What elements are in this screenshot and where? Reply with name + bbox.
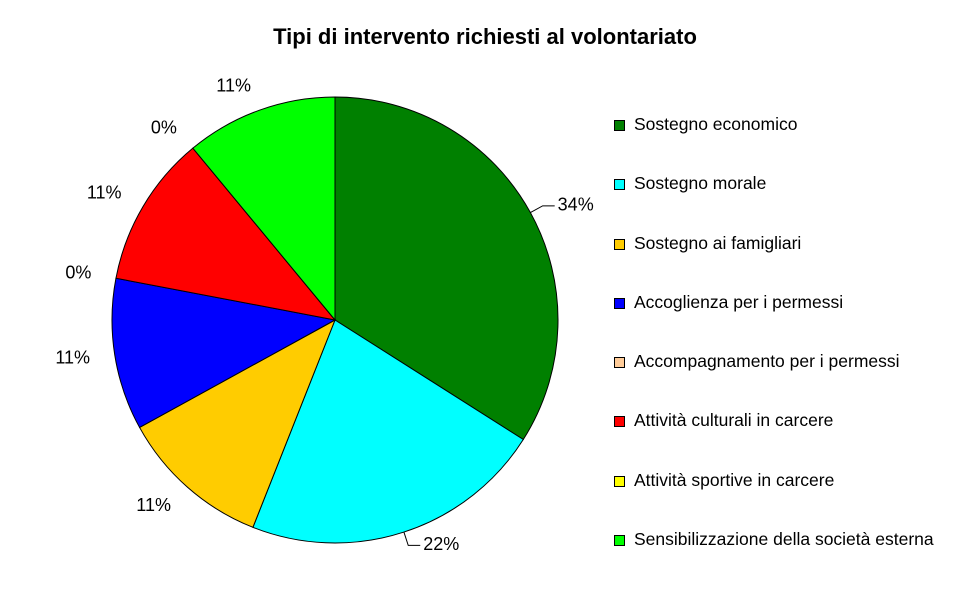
leader-line-1 — [530, 205, 555, 214]
legend-label: Attività culturali in carcere — [634, 410, 834, 431]
legend-swatch — [614, 179, 625, 191]
pie-slice-2 — [252, 319, 524, 544]
leader-line-2 — [403, 531, 421, 546]
data-label-8: 11% — [216, 75, 251, 95]
legend-label: Sostegno ai famigliari — [634, 232, 802, 253]
pie-slice-3 — [138, 318, 336, 528]
data-label-7: 0% — [151, 118, 177, 138]
data-label-4: 11% — [55, 348, 90, 368]
legend-swatch — [614, 535, 625, 547]
chart-title: Tipi di intervento richiesti al volontar… — [273, 24, 697, 49]
legend-swatch — [614, 416, 625, 428]
pie-slice-8 — [192, 96, 336, 322]
data-label-3: 11% — [136, 495, 171, 515]
legend-swatch — [614, 297, 625, 309]
legend-label: Accompagnamento per i permessi — [634, 351, 900, 372]
data-label-6: 11% — [87, 183, 122, 203]
data-label-2: 22% — [423, 534, 459, 554]
legend-label: Accoglienza per i permessi — [634, 291, 844, 312]
pie-slice-6 — [115, 147, 337, 321]
legend-swatch — [614, 475, 625, 487]
legend-label: Attività sportive in carcere — [634, 469, 835, 490]
legend-swatch — [614, 238, 625, 250]
pie-slice-1 — [334, 96, 559, 441]
data-label-5: 0% — [65, 262, 91, 282]
legend-swatch — [614, 357, 625, 369]
data-label-1: 34% — [558, 195, 594, 215]
legend-label: Sensibilizzazione della società esterna — [634, 529, 934, 550]
legend-swatch — [614, 120, 625, 131]
pie-slice-4 — [111, 277, 337, 429]
legend-label: Sostegno morale — [634, 173, 767, 194]
legend-label: Sostegno economico — [634, 114, 798, 134]
